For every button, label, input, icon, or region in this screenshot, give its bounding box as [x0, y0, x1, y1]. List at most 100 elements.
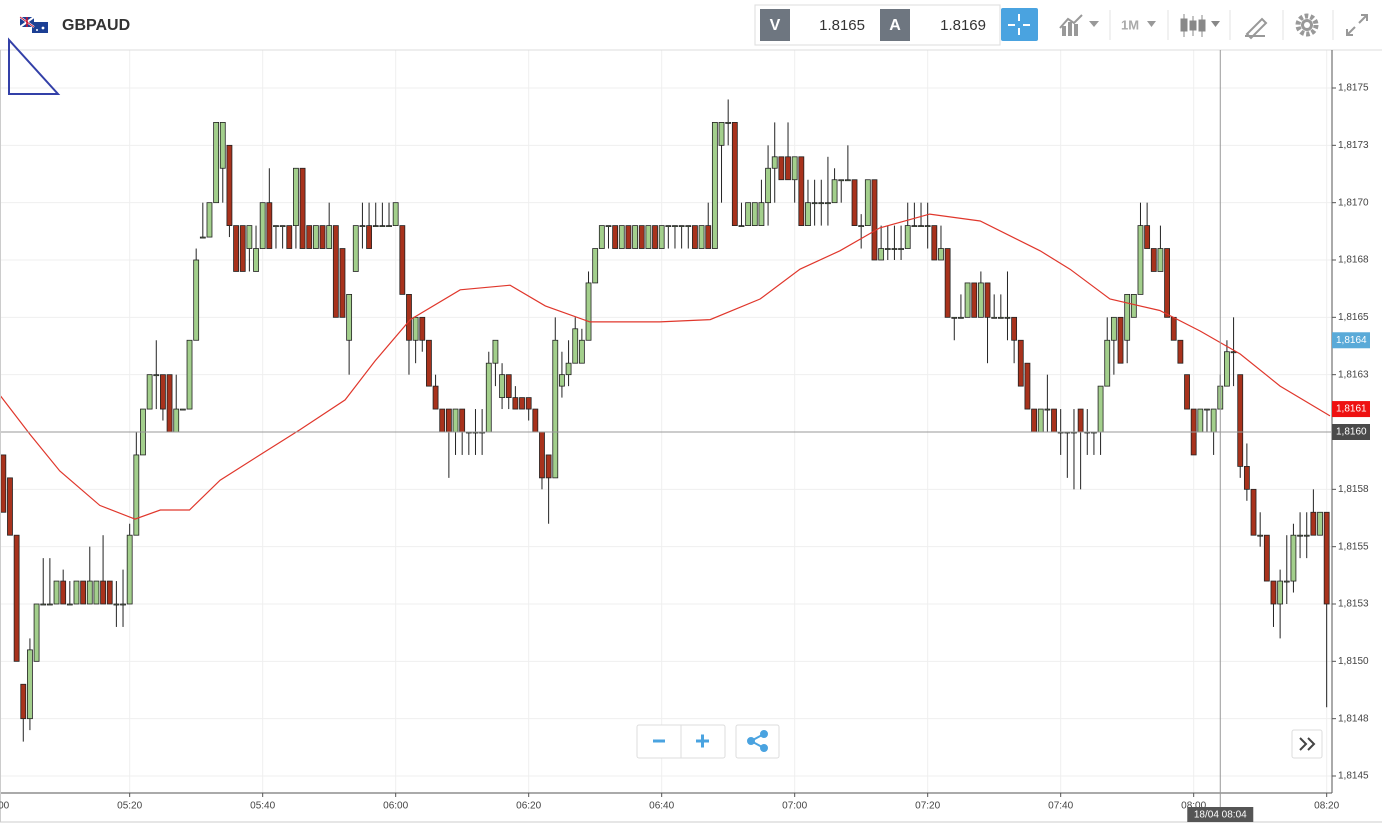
candle-body: [7, 477, 13, 536]
candle-body: [60, 580, 67, 605]
candle-body: [811, 202, 818, 205]
candle-body: [738, 225, 745, 228]
candle-body: [279, 225, 286, 228]
candle-body: [1097, 385, 1104, 433]
x-tick-label: 05:00: [0, 801, 10, 812]
x-tick-label: 07:00: [782, 801, 807, 812]
candle-body: [253, 248, 259, 272]
candle-body: [725, 122, 732, 124]
draw-tool-button[interactable]: [1245, 17, 1268, 40]
candle-body: [306, 225, 313, 249]
candle-body: [977, 282, 984, 318]
y-tick-label: 1,8170: [1338, 197, 1369, 208]
candle-body: [878, 248, 885, 261]
candle-body: [499, 374, 505, 398]
candle-body: [1250, 488, 1257, 536]
buy-label: A: [889, 17, 901, 34]
candle-body: [1323, 511, 1330, 605]
candle-body: [1157, 248, 1164, 272]
candle-body: [858, 225, 865, 228]
y-tick-label: 1,8168: [1338, 255, 1369, 266]
candle-body: [705, 225, 712, 249]
candle-body: [931, 225, 938, 261]
candle-body: [805, 202, 811, 227]
candle-body: [864, 179, 871, 227]
candle-body: [512, 397, 519, 410]
candle-body: [186, 339, 193, 410]
candle-body: [525, 397, 532, 410]
buy-button[interactable]: [880, 9, 910, 41]
sell-button[interactable]: [760, 9, 790, 41]
candle-body: [219, 122, 226, 169]
candle-body: [326, 225, 333, 249]
candle-body: [1310, 511, 1317, 536]
candle-body: [372, 225, 379, 228]
plot-area: [0, 99, 1331, 742]
fullscreen-button[interactable]: [1346, 14, 1368, 36]
scroll-end-button[interactable]: [1299, 737, 1316, 751]
x-tick-label: 05:20: [117, 801, 142, 812]
candle-body: [958, 316, 964, 319]
candle-body: [678, 225, 685, 228]
candle-body: [1270, 580, 1277, 605]
price-badge: [1332, 424, 1370, 440]
candle-body: [645, 225, 652, 249]
candle-body: [632, 225, 638, 249]
timeframe-button[interactable]: 1M: [1121, 17, 1139, 32]
candle-body: [133, 454, 140, 536]
zoom-in-button[interactable]: [696, 734, 709, 748]
candle-body: [1150, 248, 1157, 272]
candle-body: [758, 202, 765, 227]
candle-body: [273, 225, 279, 228]
x-tick-label: 06:00: [383, 801, 408, 812]
candle-body: [745, 202, 752, 227]
candle-body: [838, 179, 845, 182]
candle-body: [685, 225, 692, 228]
candle-body: [938, 248, 944, 261]
x-tick-label: 07:40: [1048, 801, 1073, 812]
candle-body: [359, 225, 366, 228]
candle-body: [944, 248, 951, 318]
drawn-triangle[interactable]: [8, 37, 61, 95]
candle-body: [13, 534, 20, 662]
candle-body: [997, 316, 1004, 319]
candle-body: [485, 362, 492, 433]
candle-body: [1263, 534, 1270, 582]
x-tick-label: 06:20: [516, 801, 541, 812]
candle-type-button[interactable]: [1180, 14, 1220, 37]
candle-body: [259, 202, 266, 249]
candle-body: [1197, 408, 1204, 433]
candle-body: [1044, 408, 1051, 411]
candle-body: [951, 316, 958, 319]
candle-body: [199, 236, 206, 239]
candle-body: [1283, 580, 1290, 583]
candle-body: [598, 225, 605, 249]
candle-body: [1224, 351, 1230, 387]
price-badge-label: 1,8160: [1336, 427, 1367, 438]
candle-body: [718, 122, 725, 146]
crosshair-button[interactable]: [1001, 8, 1038, 41]
candle-body: [352, 225, 359, 272]
dropdown-arrow: [1147, 21, 1156, 27]
candle-body: [1303, 534, 1310, 537]
toolbar: [0, 0, 1382, 50]
y-tick-label: 1,8150: [1338, 656, 1369, 667]
chart-type-button[interactable]: [1059, 14, 1099, 36]
candle-body: [778, 156, 785, 181]
price-box: [754, 4, 1001, 46]
candle-body: [1104, 339, 1111, 387]
candle-body: [1031, 408, 1037, 433]
candle-body: [652, 225, 658, 249]
y-tick-label: 1,8145: [1338, 771, 1369, 782]
candle-body: [299, 167, 306, 249]
settings-button[interactable]: [1295, 13, 1319, 37]
candle-body: [53, 580, 60, 605]
candle-body: [166, 374, 173, 433]
candle-body: [73, 580, 80, 605]
candle-body: [578, 339, 585, 364]
share-button[interactable]: [747, 730, 768, 752]
candle-body: [1117, 316, 1124, 364]
candle-body: [412, 316, 419, 341]
